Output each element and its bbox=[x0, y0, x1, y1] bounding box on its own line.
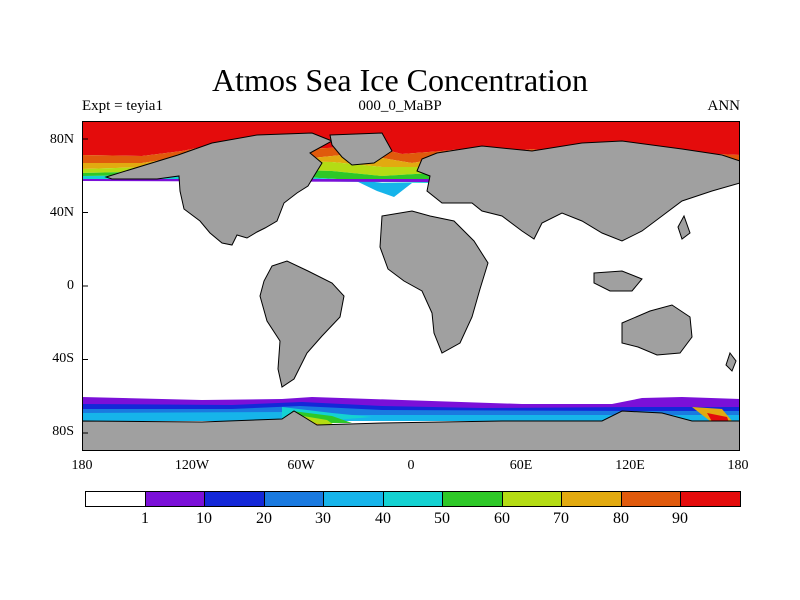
x-tick-label: 120W bbox=[174, 458, 210, 473]
greenland bbox=[329, 132, 393, 166]
legend-label: 10 bbox=[196, 510, 212, 527]
legend-swatch bbox=[562, 492, 622, 506]
time-label: 000_0_MaBP bbox=[358, 98, 442, 114]
legend-label: 40 bbox=[375, 510, 391, 527]
legend-label: 20 bbox=[256, 510, 272, 527]
legend-swatch bbox=[681, 492, 741, 506]
legend-label: 80 bbox=[613, 510, 629, 527]
y-tick-label: 40S bbox=[52, 351, 74, 366]
legend-swatch bbox=[145, 492, 206, 506]
legend-swatch bbox=[264, 492, 325, 506]
legend-swatch bbox=[205, 492, 265, 506]
sea-ice-map bbox=[82, 121, 740, 451]
legend-swatch bbox=[443, 492, 503, 506]
eurasia bbox=[416, 140, 740, 242]
legend-label: 70 bbox=[553, 510, 569, 527]
experiment-label: Expt = teyia1 bbox=[82, 98, 163, 114]
x-tick-label: 60W bbox=[287, 458, 315, 473]
y-tick-label: 40N bbox=[49, 205, 74, 220]
indonesia bbox=[593, 270, 643, 292]
y-tick-label: 80N bbox=[49, 132, 74, 147]
y-tick-label: 80S bbox=[52, 424, 74, 439]
legend-swatch bbox=[621, 492, 682, 506]
land-masses bbox=[82, 132, 740, 451]
y-tick-label: 0 bbox=[67, 278, 74, 293]
season-label: ANN bbox=[707, 98, 741, 114]
antarctic-sea-ice bbox=[82, 397, 740, 435]
legend-swatch bbox=[86, 492, 146, 506]
legend-label: 50 bbox=[434, 510, 450, 527]
legend-label: 30 bbox=[315, 510, 331, 527]
australia bbox=[621, 304, 693, 356]
legend-swatch bbox=[383, 492, 444, 506]
africa bbox=[379, 210, 489, 354]
x-tick-label: 0 bbox=[407, 458, 415, 473]
north-america bbox=[104, 132, 334, 246]
x-tick-label: 180 bbox=[727, 458, 749, 473]
legend-label: 90 bbox=[672, 510, 688, 527]
legend-label: 1 bbox=[141, 510, 149, 527]
map-canvas bbox=[82, 121, 740, 451]
map-title: Atmos Sea Ice Concentration bbox=[212, 62, 588, 98]
antarctica bbox=[82, 410, 740, 451]
japan bbox=[677, 214, 691, 240]
legend-swatch bbox=[324, 492, 384, 506]
axis-ticks bbox=[82, 138, 88, 434]
legend-swatch bbox=[502, 492, 563, 506]
x-tick-label: 120E bbox=[615, 458, 645, 473]
south-america bbox=[259, 260, 345, 388]
x-tick-label: 60E bbox=[509, 458, 533, 473]
legend-label: 60 bbox=[494, 510, 510, 527]
x-tick-label: 180 bbox=[71, 458, 93, 473]
color-legend bbox=[85, 491, 741, 507]
new-zealand bbox=[725, 351, 737, 372]
